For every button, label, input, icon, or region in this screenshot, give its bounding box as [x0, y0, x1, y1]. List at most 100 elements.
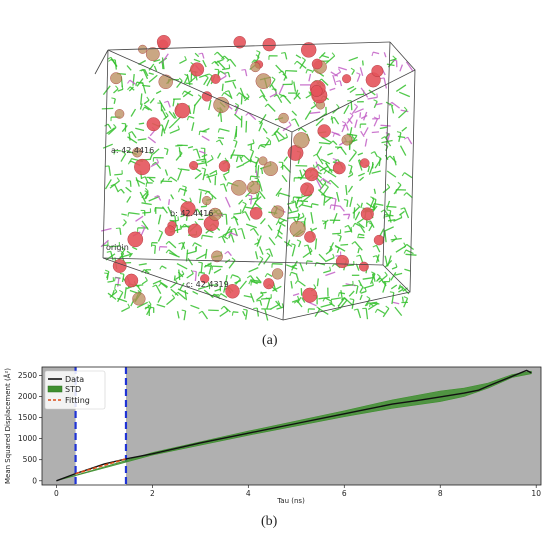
molecule-bond [324, 195, 334, 199]
molecule-bond [246, 275, 251, 279]
molecule-bond [187, 145, 194, 149]
molecule-bond [115, 85, 119, 90]
molecule-bond [330, 297, 342, 301]
molecule-bond [232, 215, 239, 221]
x-tick-label: 0 [54, 489, 59, 498]
molecule-bond [141, 176, 146, 179]
molecule-bond [368, 89, 376, 96]
molecule-bond [337, 304, 340, 309]
molecule-bond [224, 226, 231, 237]
molecule-bond [146, 96, 150, 101]
molecule-bond [175, 152, 183, 161]
molecule-bond [142, 106, 146, 111]
molecule-bond [385, 305, 390, 309]
molecule-bond [222, 171, 230, 176]
molecule-bond [258, 180, 263, 192]
molecule-bond [384, 271, 388, 276]
molecule-bond [359, 294, 363, 301]
molecule-bond [323, 269, 331, 274]
molecule-bond [184, 290, 188, 301]
molecule-bond [309, 111, 321, 114]
molecule-bond [170, 176, 178, 182]
legend-label-fitting: Fitting [65, 396, 90, 405]
molecule-bond [296, 239, 301, 243]
molecule-bond [287, 210, 299, 214]
x-axis-ticks: 0 2 4 6 8 10 [54, 485, 541, 498]
molecule-bond [104, 272, 109, 275]
molecule-bond [256, 50, 261, 53]
molecule-bond [380, 209, 385, 213]
molecule-bond [336, 247, 340, 254]
molecule-bond [225, 214, 228, 225]
molecule-bond [297, 241, 302, 248]
molecule-bond [305, 69, 308, 74]
molecule-bond [243, 308, 248, 311]
molecule-bond [315, 117, 324, 127]
molecule-bond [406, 192, 413, 199]
molecule-bond [168, 122, 175, 129]
molecule-bond [248, 112, 257, 121]
molecule-bond [110, 183, 115, 187]
molecule-bond [216, 51, 225, 60]
molecule-bond [174, 291, 179, 296]
molecule-bond [272, 263, 283, 265]
molecule-bond [332, 212, 338, 224]
molecule-bond [168, 199, 171, 205]
molecule-bond [109, 245, 120, 248]
molecule-bond [107, 280, 114, 283]
atom-sphere [247, 181, 261, 195]
molecule-bond [357, 247, 360, 254]
molecule-bond [371, 301, 378, 304]
molecule-bond [217, 136, 225, 139]
molecule-bond [240, 95, 243, 105]
molecule-bond [319, 166, 329, 172]
molecule-bond [301, 297, 306, 303]
atom-sphere [301, 42, 317, 58]
molecule-bond [239, 155, 243, 163]
atom-sphere [132, 147, 143, 158]
molecule-bond [254, 202, 263, 210]
molecule-bond [269, 78, 276, 88]
molecule-bond [178, 242, 183, 245]
molecule-bond [299, 59, 306, 69]
molecule-bond [299, 169, 303, 178]
molecule-bond [252, 139, 255, 144]
molecule-bond [128, 131, 133, 135]
molecule-bond [251, 59, 255, 64]
molecule-bond [370, 196, 375, 199]
molecule-bond [370, 151, 375, 154]
molecule-bond [250, 281, 252, 286]
molecule-bond [198, 150, 206, 155]
molecule-bond [267, 224, 273, 231]
molecule-bond [244, 96, 250, 102]
molecule-bond [331, 52, 336, 57]
molecule-bond [183, 186, 187, 196]
molecule-bond [321, 136, 332, 143]
molecule-bond [314, 238, 318, 250]
molecule-bond [195, 253, 207, 260]
molecule-bond [403, 207, 410, 219]
molecule-bond [375, 102, 383, 106]
molecule-bond [313, 101, 317, 106]
molecule-bond [325, 271, 336, 277]
molecule-bond [123, 287, 127, 299]
molecule-bond [333, 116, 340, 125]
molecule-bond [165, 112, 169, 116]
molecule-bond [386, 200, 391, 210]
atom-sphere [272, 268, 284, 280]
y-axis-label: Mean Squared Displacement (Å²) [3, 368, 12, 484]
molecule-bond [279, 136, 288, 142]
molecule-bond [135, 177, 140, 187]
molecule-bond [108, 58, 113, 62]
atom-sphere [145, 47, 160, 61]
molecule-bond [137, 290, 142, 294]
molecule-bond [178, 282, 185, 291]
atom-sphere [112, 259, 127, 273]
atom-sphere [124, 273, 139, 288]
molecule-bond [223, 55, 230, 61]
molecule-bond [288, 121, 292, 126]
molecule-bond [111, 97, 116, 100]
atom-sphere [249, 206, 263, 220]
molecule-bond [101, 227, 112, 232]
molecule-bond [317, 163, 327, 172]
